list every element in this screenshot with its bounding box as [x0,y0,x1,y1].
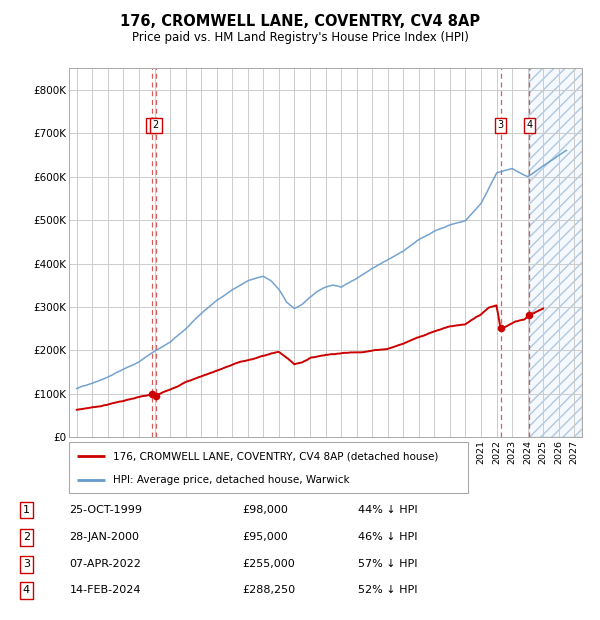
FancyBboxPatch shape [69,442,468,493]
Text: 52% ↓ HPI: 52% ↓ HPI [358,585,417,595]
Text: £98,000: £98,000 [242,505,288,515]
Text: Price paid vs. HM Land Registry's House Price Index (HPI): Price paid vs. HM Land Registry's House … [131,31,469,43]
Text: 2: 2 [23,532,30,542]
Bar [529,68,582,437]
Text: 44% ↓ HPI: 44% ↓ HPI [358,505,417,515]
Text: 46% ↓ HPI: 46% ↓ HPI [358,532,417,542]
Text: 4: 4 [526,120,533,130]
Text: 57% ↓ HPI: 57% ↓ HPI [358,559,417,569]
Text: £95,000: £95,000 [242,532,288,542]
Text: 28-JAN-2000: 28-JAN-2000 [70,532,140,542]
Text: 3: 3 [23,559,30,569]
Text: 1: 1 [23,505,30,515]
Text: 3: 3 [497,120,504,130]
Text: 2: 2 [152,120,159,130]
Text: 14-FEB-2024: 14-FEB-2024 [70,585,141,595]
Text: £255,000: £255,000 [242,559,295,569]
Text: 176, CROMWELL LANE, COVENTRY, CV4 8AP: 176, CROMWELL LANE, COVENTRY, CV4 8AP [120,14,480,29]
Text: 25-OCT-1999: 25-OCT-1999 [70,505,143,515]
Text: HPI: Average price, detached house, Warwick: HPI: Average price, detached house, Warw… [113,475,350,485]
Text: £288,250: £288,250 [242,585,296,595]
Bar [529,68,582,437]
Text: 4: 4 [23,585,30,595]
Text: 1: 1 [149,120,155,130]
Text: 07-APR-2022: 07-APR-2022 [70,559,142,569]
Text: 176, CROMWELL LANE, COVENTRY, CV4 8AP (detached house): 176, CROMWELL LANE, COVENTRY, CV4 8AP (d… [113,451,438,461]
